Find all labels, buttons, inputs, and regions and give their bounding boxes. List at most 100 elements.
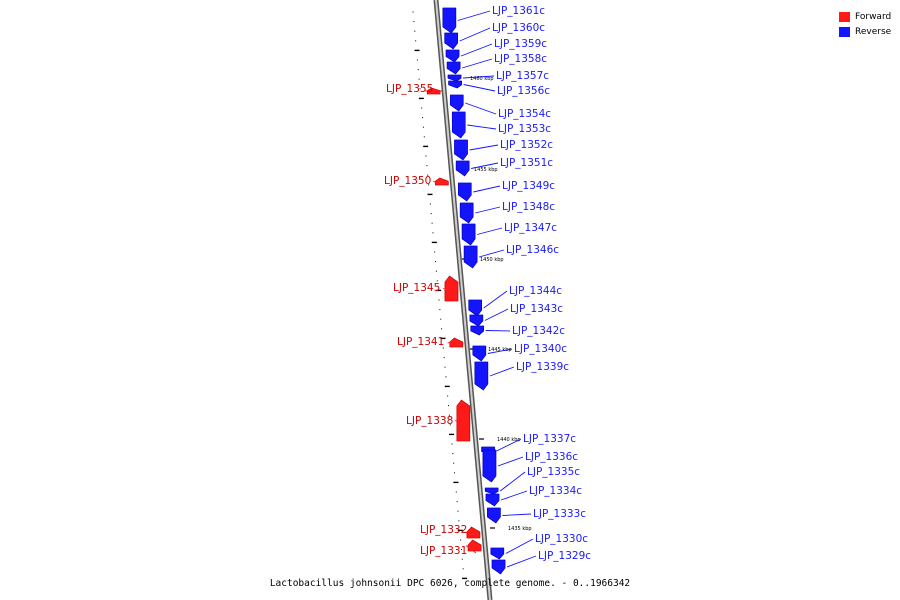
gene-LJP_1340c: LJP_1340c (472, 343, 567, 362)
gene-leader-line (506, 555, 537, 568)
gene-label[interactable]: LJP_1349c (502, 180, 555, 192)
gene-LJP_1345: LJP_1345 (393, 275, 459, 302)
gene-label[interactable]: LJP_1348c (502, 201, 555, 213)
reverse-gene-arrow[interactable] (485, 493, 500, 507)
reverse-gene-arrow[interactable] (469, 314, 484, 327)
gene-label[interactable]: LJP_1340c (514, 343, 567, 355)
gene-LJP_1347c: LJP_1347c (461, 222, 557, 246)
forward-gene-arrow[interactable] (449, 337, 464, 348)
reverse-gene-arrow[interactable] (474, 361, 489, 391)
gene-LJP_1348c: LJP_1348c (459, 201, 555, 224)
tick-marks (412, 11, 468, 580)
reverse-gene-arrow[interactable] (455, 160, 470, 177)
gene-arrow-outline (444, 32, 458, 50)
reverse-gene-arrow[interactable] (458, 182, 472, 202)
gene-LJP_1346c: LJP_1346c (463, 244, 559, 269)
gene-LJP_1343c: LJP_1343c (469, 303, 563, 327)
gene-label[interactable]: LJP_1329c (538, 550, 591, 562)
gene-arrow-outline (426, 87, 441, 95)
gene-leader-line (442, 288, 450, 291)
gene-arrow-outline (456, 399, 471, 442)
gene-label[interactable]: LJP_1332 (420, 524, 467, 536)
gene-label[interactable]: LJP_1330c (535, 533, 588, 545)
gene-label[interactable]: LJP_1333c (533, 508, 586, 520)
gene-LJP_1357c: LJP_1357c (447, 70, 549, 82)
gene-label[interactable]: LJP_1359c (494, 38, 547, 50)
gene-arrow-outline (457, 182, 472, 202)
gene-LJP_1336c: LJP_1336c (482, 449, 578, 483)
kbp-label: 1455 kbp (474, 167, 498, 173)
forward-gene-arrow[interactable] (467, 539, 482, 552)
gene-leader-line (461, 58, 493, 69)
kbp-label: 1445 kbp (488, 347, 512, 353)
gene-label[interactable]: LJP_1354c (498, 108, 551, 120)
reverse-gene-arrow[interactable] (446, 61, 461, 75)
gene-LJP_1330c: LJP_1330c (490, 533, 588, 560)
gene-LJP_1342c: LJP_1342c (470, 325, 565, 337)
reverse-gene-arrow[interactable] (444, 32, 458, 50)
legend-item-forward: Forward (839, 9, 891, 24)
gene-label[interactable]: LJP_1356c (497, 85, 550, 97)
gene-label[interactable]: LJP_1350 (384, 175, 431, 187)
gene-label[interactable]: LJP_1335c (527, 466, 580, 478)
gene-arrow-outline (435, 177, 449, 186)
gene-leader-line (462, 75, 495, 79)
gene-arrow-outline (463, 245, 478, 269)
gene-LJP_1349c: LJP_1349c (457, 180, 555, 202)
gene-arrow-outline (442, 7, 457, 34)
gene-label[interactable]: LJP_1351c (500, 157, 553, 169)
reverse-gene-arrow[interactable] (472, 345, 487, 362)
gene-LJP_1350: LJP_1350 (384, 175, 449, 187)
gene-label[interactable]: LJP_1343c (510, 303, 563, 315)
gene-label[interactable]: LJP_1331 (420, 545, 467, 557)
reverse-gene-arrow[interactable] (452, 111, 466, 139)
gene-arrow-outline (455, 160, 470, 177)
gene-label[interactable]: LJP_1352c (500, 139, 553, 151)
gene-LJP_1361c: LJP_1361c (442, 5, 545, 34)
gene-label[interactable]: LJP_1336c (525, 451, 578, 463)
gene-arrow-outline (459, 202, 474, 224)
gene-arrow-outline (474, 361, 489, 391)
gene-label[interactable]: LJP_1355 (386, 83, 433, 95)
gene-LJP_1353c: LJP_1353c (451, 111, 551, 139)
gene-leader-line (505, 538, 534, 554)
gene-leader-line (467, 124, 497, 130)
legend-label-reverse: Reverse (855, 26, 892, 37)
reverse-gene-arrow[interactable] (450, 94, 464, 112)
gene-label[interactable]: LJP_1360c (492, 22, 545, 34)
gene-label[interactable]: LJP_1358c (494, 53, 547, 65)
reverse-gene-arrow[interactable] (487, 507, 501, 524)
forward-gene-arrow[interactable] (456, 399, 471, 442)
reverse-gene-arrow[interactable] (491, 559, 506, 575)
gene-label[interactable]: LJP_1345 (393, 282, 440, 294)
gene-label[interactable]: LJP_1337c (523, 433, 576, 445)
gene-label[interactable]: LJP_1339c (516, 361, 569, 373)
gene-label[interactable]: LJP_1338 (406, 415, 453, 427)
gene-leader-line (464, 531, 477, 533)
gene-arrow-outline (468, 299, 483, 317)
gene-label[interactable]: LJP_1341 (397, 336, 444, 348)
gene-label[interactable]: LJP_1357c (496, 70, 549, 82)
reverse-gene-arrow[interactable] (470, 325, 484, 336)
gene-leader-line (465, 102, 497, 115)
gene-label[interactable]: LJP_1344c (509, 285, 562, 297)
reverse-gene-arrow[interactable] (445, 49, 460, 63)
gene-label[interactable]: LJP_1342c (512, 325, 565, 337)
gene-LJP_1338: LJP_1338 (406, 399, 471, 442)
gene-arrow-outline (447, 74, 462, 82)
gene-arrow-outline (467, 539, 482, 552)
gene-label[interactable]: LJP_1334c (529, 485, 582, 497)
gene-label[interactable]: LJP_1347c (504, 222, 557, 234)
gene-LJP_1360c: LJP_1360c (444, 22, 545, 50)
gene-leader-line (497, 456, 524, 467)
gene-label[interactable]: LJP_1346c (506, 244, 559, 256)
forward-swatch (839, 11, 850, 22)
gene-label[interactable]: LJP_1361c (492, 5, 545, 17)
reverse-gene-arrow[interactable] (468, 299, 482, 317)
kbp-label: 1440 kbp (497, 437, 521, 443)
gene-arrow-outline (466, 526, 481, 539)
gene-label[interactable]: LJP_1353c (498, 123, 551, 135)
gene-LJP_1351c: LJP_1351c (455, 157, 553, 177)
reverse-gene-arrow[interactable] (490, 547, 505, 560)
